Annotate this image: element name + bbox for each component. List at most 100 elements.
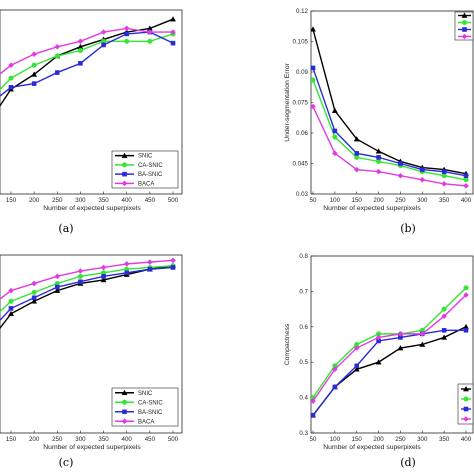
x-tick-label: 250 [52,436,63,443]
panel-label: (d) [400,456,416,469]
data-point [8,84,14,90]
series-line [0,27,173,75]
chart-panel-a: 150 200 250 300 350 400 450 500 Number of expect… [0,9,183,235]
x-tick-label: 50 [310,436,317,443]
x-tick-label: 300 [417,436,428,443]
legend-marker [121,389,128,396]
data-point [77,273,83,279]
data-point [332,384,338,390]
data-point [54,273,61,280]
data-point [311,103,316,110]
data-point [31,81,37,86]
series-line [312,106,467,187]
data-point [463,182,469,189]
data-point [146,259,153,266]
data-point [375,148,382,154]
y-tick-label: 0.075 [293,100,309,107]
x-tick-label: 200 [29,436,40,443]
legend-marker [122,409,127,415]
legend-box [454,11,474,41]
series-ca-snic [0,263,176,313]
legend-marker [121,152,128,158]
data-point [124,270,129,276]
data-point [170,257,176,264]
data-point [31,289,37,295]
data-point [376,155,381,160]
chart-panel-b: 50 100 150 200 250 300 350 400 0.03 0.045 0.06 0.07… [284,8,474,235]
y-axis-label: Under-segmentation Error [284,62,291,141]
data-point [353,366,360,372]
data-point [353,166,360,173]
data-point [78,61,83,66]
data-point [311,398,316,405]
legend-marker [463,406,469,412]
series-ba-snic [311,328,469,418]
data-point [100,29,107,35]
data-point [170,40,176,46]
x-tick-label: 300 [75,197,86,204]
x-tick-label: 250 [395,197,406,204]
x-tick-label: 450 [145,197,156,204]
data-point [441,180,448,187]
series-line [0,264,174,330]
data-point [331,366,338,373]
plot-frame [0,254,183,434]
x-tick-label: 100 [330,436,341,443]
x-tick-label: 250 [52,197,63,204]
data-point [78,279,83,284]
data-point [311,26,316,32]
data-point [311,413,316,418]
x-axis-label: Number of expected superpixels [323,205,421,212]
data-point [8,298,14,304]
data-point [8,62,14,69]
data-point [375,168,382,175]
legend-marker [462,27,467,32]
x-axis-label: Number of expected superpixels [43,205,141,212]
data-point [170,265,176,270]
x-tick-label: 150 [6,197,17,204]
data-point [419,176,426,183]
x-tick-label: 350 [98,197,109,204]
data-point [8,306,14,311]
x-axis-label: Number of expected superpixels [323,444,421,451]
data-point [463,173,469,178]
x-tick-label: 200 [373,436,384,443]
data-point [146,29,153,35]
data-point [419,330,426,337]
series-line [312,287,467,398]
x-tick-label: 50 [310,197,317,204]
data-point [441,169,447,174]
legend: SNIC CA-SNIC BA-SNIC BACA [111,387,179,427]
data-point [124,38,130,44]
legend-marker [122,171,127,177]
legend-label: BA-SNIC [138,172,163,178]
data-point [31,280,38,287]
legend-marker [461,19,468,26]
y-tick-label: 0.8 [299,253,308,260]
data-point [31,295,37,301]
data-point [77,38,84,45]
data-point [441,334,448,340]
series-line [0,31,174,97]
y-tick-label: 0.105 [293,39,309,46]
series-line [312,294,467,402]
legend-label: CA-SNIC [138,400,163,406]
data-point [147,266,153,272]
data-point [311,77,316,83]
y-tick-label: 0.045 [293,161,309,168]
x-axis-label: Number of expected superpixels [43,444,141,451]
y-tick-label: 0.06 [296,130,309,137]
series-baca [0,257,176,300]
series-ca-snic [311,77,469,183]
series-line [0,18,174,108]
series-line [0,266,174,322]
data-point [441,328,447,333]
data-point [147,38,153,44]
legend [454,11,474,41]
data-point [100,264,107,271]
data-point [123,25,130,32]
data-point [398,161,403,166]
series-line [312,79,467,181]
series-line [0,264,174,313]
